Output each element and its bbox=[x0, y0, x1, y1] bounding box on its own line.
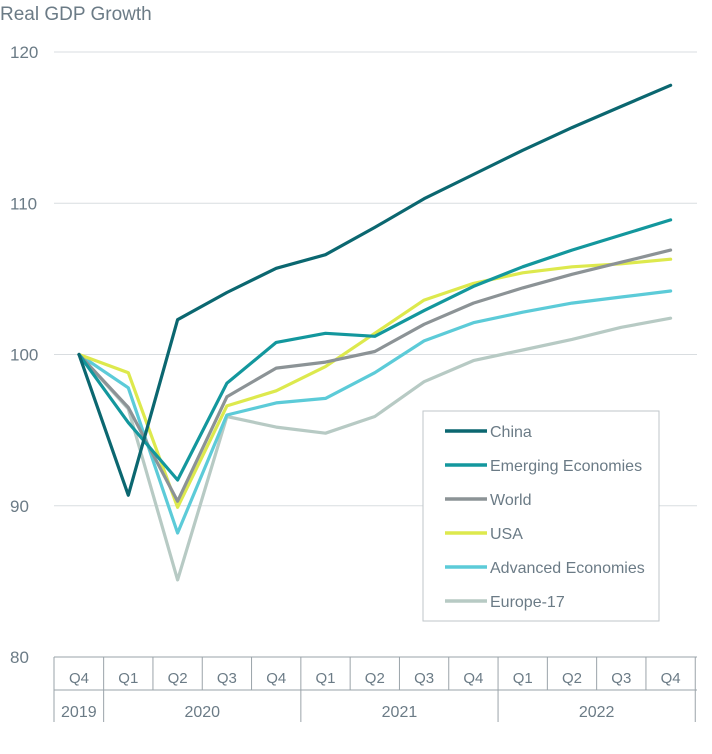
x-tick-label: Q1 bbox=[513, 670, 533, 687]
x-axis-table: Q4 Q1 Q2 Q3 Q4 Q1 Q2 Q3 Q4 Q1 Q2 Q3 Q4 2019 2020 2021 20… bbox=[53, 656, 697, 722]
x-tick-label: Q4 bbox=[266, 670, 286, 687]
legend-label-china: China bbox=[490, 424, 532, 441]
series-line-europe-17 bbox=[77, 316, 673, 582]
y-tick-label: 90 bbox=[10, 497, 29, 516]
legend-label-usa: USA bbox=[490, 526, 523, 543]
series-line-world bbox=[77, 248, 673, 503]
legend: China Emerging Economies World USA Advanced … bbox=[422, 410, 660, 622]
legend-box bbox=[422, 410, 660, 622]
y-tick-label: 120 bbox=[10, 43, 38, 62]
legend-label-europe-17: Europe-17 bbox=[490, 594, 565, 611]
y-tick-label: 110 bbox=[10, 194, 37, 213]
x-tick-label: Q4 bbox=[463, 670, 483, 687]
series-lines bbox=[77, 83, 673, 582]
x-tick-label: Q3 bbox=[217, 670, 237, 687]
series-line-china bbox=[77, 83, 673, 497]
x-tick-label: Q2 bbox=[168, 670, 188, 687]
series-line-advanced-economies bbox=[77, 289, 673, 535]
y-axis-ticks: 80 90 100 110 120 bbox=[10, 43, 38, 667]
year-label-2020: 2020 bbox=[184, 704, 220, 721]
legend-label-world: World bbox=[490, 492, 532, 509]
x-tick-label: Q1 bbox=[118, 670, 138, 687]
x-tick-label: Q3 bbox=[611, 670, 631, 687]
x-tick-label: Q2 bbox=[562, 670, 582, 687]
x-tick-label: Q4 bbox=[661, 670, 681, 687]
x-tick-label: Q4 bbox=[69, 670, 89, 687]
legend-label-advanced-economies: Advanced Economies bbox=[490, 560, 645, 577]
x-tick-label: Q3 bbox=[414, 670, 434, 687]
y-tick-label: 80 bbox=[10, 648, 29, 667]
chart-title: Real GDP Growth bbox=[0, 4, 152, 25]
legend-label-emerging-economies: Emerging Economies bbox=[490, 458, 642, 475]
series-line-emerging-economies bbox=[77, 218, 673, 482]
x-tick-label: Q1 bbox=[315, 670, 335, 687]
year-label-2019: 2019 bbox=[61, 704, 97, 721]
y-tick-label: 100 bbox=[10, 346, 38, 365]
series-line-usa bbox=[77, 257, 673, 509]
year-label-2022: 2022 bbox=[579, 704, 615, 721]
year-label-2021: 2021 bbox=[382, 704, 418, 721]
x-tick-label: Q2 bbox=[365, 670, 385, 687]
